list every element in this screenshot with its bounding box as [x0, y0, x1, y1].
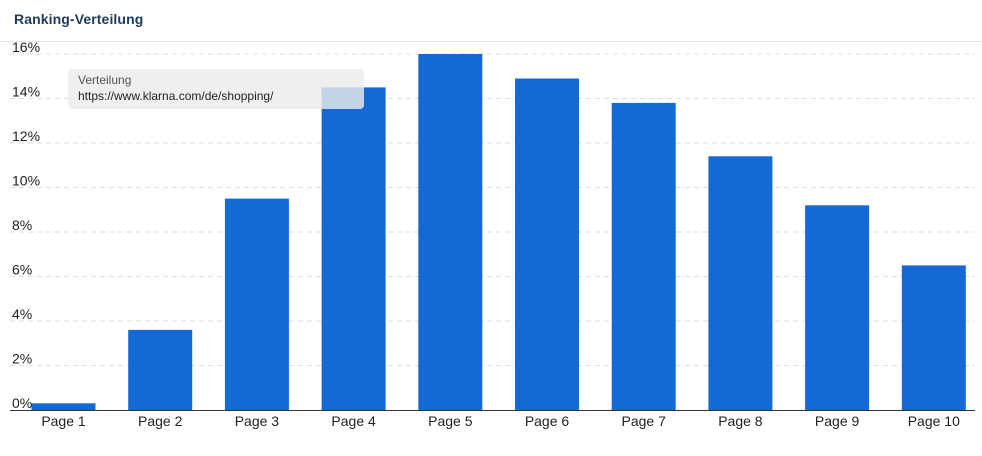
x-tick-label: Page 3	[235, 413, 280, 429]
bar-page-2[interactable]	[128, 329, 193, 410]
y-tick-label: 14%	[12, 84, 40, 100]
bar-page-3[interactable]	[224, 198, 289, 410]
x-axis-tick-labels: Page 1 Page 2 Page 3 Page 4 Page 5 Page 6 Page…	[41, 413, 960, 429]
y-tick-label: 16%	[12, 39, 40, 55]
bar-page-6[interactable]	[515, 78, 579, 411]
bar-page-4[interactable]	[321, 87, 386, 411]
bar-page-8[interactable]	[708, 156, 773, 410]
y-axis-tick-labels: 0% 2% 4% 6% 8% 10% 12% 14% 16%	[12, 39, 40, 411]
tooltip-value: https://www.klarna.com/de/shopping/	[78, 89, 274, 103]
bar-page-9[interactable]	[805, 205, 870, 410]
y-tick-label: 10%	[12, 173, 40, 189]
x-tick-label: Page 4	[331, 413, 376, 429]
y-tick-label: 6%	[12, 262, 32, 278]
tooltip: Verteilung https://www.klarna.com/de/sho…	[68, 69, 364, 109]
y-tick-label: 4%	[12, 306, 32, 322]
bar-page-1[interactable]	[31, 403, 96, 410]
chart-title: Ranking-Verteilung	[14, 11, 144, 27]
x-tick-label: Page 9	[815, 413, 860, 429]
y-tick-label: 2%	[12, 351, 32, 367]
bar-page-7[interactable]	[611, 102, 676, 411]
chart-header: Ranking-Verteilung	[0, 0, 982, 42]
x-tick-label: Page 8	[718, 413, 763, 429]
x-tick-label: Page 5	[428, 413, 473, 429]
y-tick-label: 0%	[12, 395, 32, 411]
tooltip-label: Verteilung	[78, 73, 132, 87]
x-tick-label: Page 10	[908, 413, 960, 429]
y-tick-label: 12%	[12, 128, 40, 144]
x-tick-label: Page 6	[525, 413, 570, 429]
bar-page-5[interactable]	[418, 54, 483, 410]
x-tick-label: Page 2	[138, 413, 183, 429]
x-tick-label: Page 7	[622, 413, 667, 429]
bar-page-10[interactable]	[901, 265, 966, 410]
bars	[31, 54, 966, 411]
x-tick-label: Page 1	[41, 413, 86, 429]
y-tick-label: 8%	[12, 217, 32, 233]
